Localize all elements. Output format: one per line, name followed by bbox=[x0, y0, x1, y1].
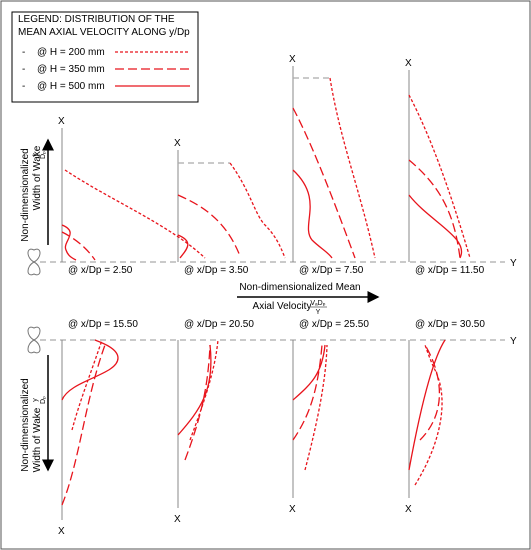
legend-label: @ H = 500 mm bbox=[37, 81, 105, 92]
label: Width of Wake bbox=[32, 407, 43, 472]
label: Non-dimensionalized bbox=[20, 378, 31, 471]
fraction: Dₚ bbox=[40, 396, 47, 404]
x-axis-label: X bbox=[405, 504, 412, 515]
x-axis-label: X bbox=[174, 514, 181, 525]
panel-label: @ x/Dp = 15.50 bbox=[68, 319, 138, 330]
x-axis-label: X bbox=[58, 116, 65, 127]
bottom-wake-label: Non-dimensionalized Width of Wake y Dₚ bbox=[20, 355, 54, 472]
panel-label: @ x/Dp = 30.50 bbox=[415, 319, 485, 330]
legend-bullet: - bbox=[22, 81, 25, 92]
x-axis-label: X bbox=[174, 138, 181, 149]
top-curves bbox=[61, 77, 471, 261]
x-axis-label: X bbox=[289, 504, 296, 515]
legend-bullet: - bbox=[22, 47, 25, 58]
panel-label: @ x/Dp = 11.50 bbox=[415, 265, 485, 276]
fraction: y bbox=[32, 398, 39, 402]
x-axis-label: X bbox=[58, 526, 65, 537]
legend-label: @ H = 200 mm bbox=[37, 47, 105, 58]
label: Non-dimensionalized bbox=[20, 148, 31, 241]
velocity-label: Non-dimensionalized Mean Axial Velocity … bbox=[237, 282, 380, 316]
bottom-curves bbox=[61, 339, 446, 506]
legend-label: @ H = 350 mm bbox=[37, 64, 105, 75]
label: Non-dimensionalized Mean bbox=[239, 282, 360, 293]
legend-title: LEGEND: DISTRIBUTION OF THE bbox=[18, 14, 175, 25]
label: Axial Velocity bbox=[253, 301, 312, 312]
x-axis-label: X bbox=[289, 54, 296, 65]
legend-title: MEAN AXIAL VELOCITY ALONG y/Dp bbox=[18, 27, 190, 38]
fraction: Y bbox=[316, 309, 321, 316]
baselines: Y Y bbox=[27, 248, 517, 354]
fraction: Dₚ bbox=[40, 151, 47, 159]
panel-label: @ x/Dp = 3.50 bbox=[184, 265, 249, 276]
top-wake-label: Non-dimensionalized Width of Wake y Dₚ bbox=[20, 138, 54, 245]
legend: LEGEND: DISTRIBUTION OF THE MEAN AXIAL V… bbox=[11, 11, 199, 103]
label: Width of Wake bbox=[32, 145, 43, 210]
fraction: VₐDₚ bbox=[310, 300, 325, 307]
bottom-axes: X X X X @ x/Dp = 15.50 @ x/Dp = 20.50 @ … bbox=[58, 319, 485, 537]
legend-bullet: - bbox=[22, 64, 25, 75]
fraction: y bbox=[32, 153, 39, 157]
y-axis-label: Y bbox=[510, 336, 517, 347]
panel-label: @ x/Dp = 2.50 bbox=[68, 265, 133, 276]
panel-label: @ x/Dp = 7.50 bbox=[299, 265, 364, 276]
y-axis-label: Y bbox=[510, 258, 517, 269]
top-axes: X X X X @ x/Dp = 2.50 @ x/Dp = 3.50 @ x/… bbox=[58, 54, 485, 276]
panel-label: @ x/Dp = 20.50 bbox=[184, 319, 254, 330]
x-axis-label: X bbox=[405, 58, 412, 69]
panel-label: @ x/Dp = 25.50 bbox=[299, 319, 369, 330]
